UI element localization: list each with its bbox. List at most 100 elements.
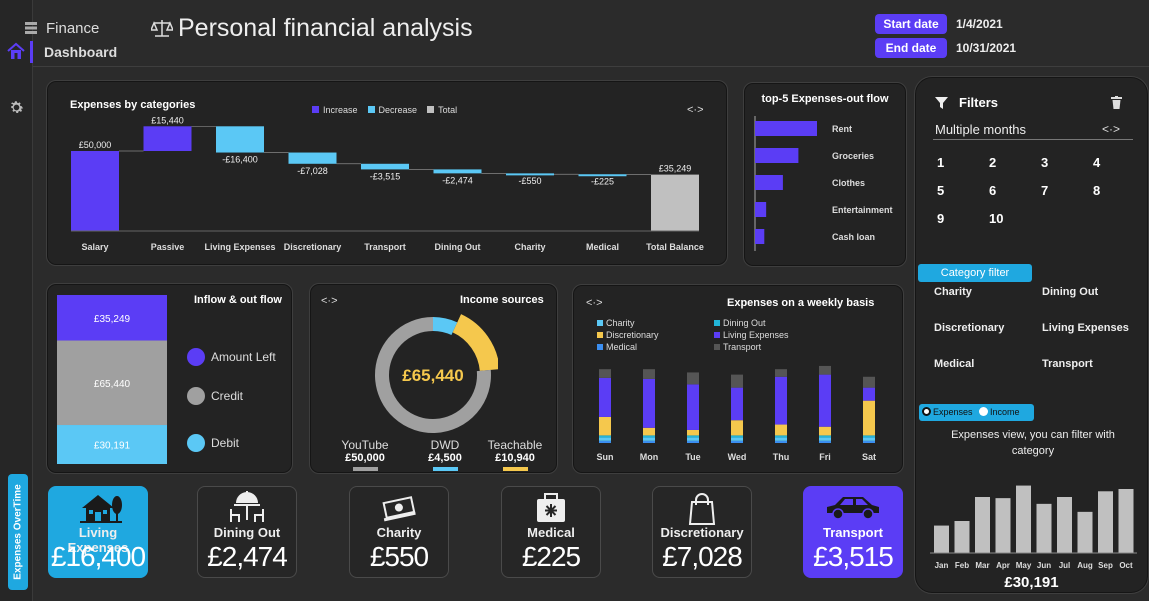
inflow-legend-label: Debit (211, 436, 240, 450)
waterfall-chart: £50,000 Salary £15,440 Passive -£16,400 Livin… (71, 115, 704, 252)
scale-icon (149, 18, 175, 38)
month-1[interactable]: 1 (937, 155, 945, 170)
app-name: Finance (46, 20, 100, 37)
month-5[interactable]: 5 (937, 183, 945, 198)
weekly-segment-transport (775, 369, 787, 377)
income-source-value: £10,940 (495, 452, 535, 464)
weekly-legend-swatch (597, 344, 603, 350)
month-3[interactable]: 3 (1041, 155, 1049, 170)
expand-icon[interactable]: <·> (687, 104, 704, 116)
card-medical-value: £225 (521, 541, 581, 572)
top5-title: top-5 Expenses-out flow (761, 93, 889, 105)
weekly-day-label: Thu (773, 452, 790, 462)
monthly-axis-label: Sep (1098, 561, 1113, 570)
month-7[interactable]: 7 (1041, 183, 1049, 198)
filters-title: Filters (959, 95, 999, 110)
donut-slice-youtube (375, 317, 491, 433)
inflow-chart: £35,249 £65,440 £30,191 (57, 295, 167, 464)
category-filter-tab[interactable]: Category filter (918, 264, 1032, 282)
weekly-expand-icon[interactable]: <·> (586, 297, 603, 309)
waterfall-bar-living-expenses (216, 126, 264, 153)
waterfall-bar-salary (71, 151, 119, 231)
waterfall-data-label: £50,000 (79, 140, 112, 150)
weekly-segment-charity (643, 437, 655, 441)
income-source-teachable: Teachable £10,940 (475, 438, 555, 471)
expenses-overtime-tab[interactable]: Expenses OverTime (8, 474, 28, 590)
monthly-bar-feb (954, 521, 970, 553)
income-source-name: DWD (430, 438, 460, 452)
weekly-legend-swatch (714, 344, 720, 350)
card-living-expenses[interactable]: Living Expenses £16,400 (48, 486, 148, 578)
weekly-day-label: Wed (728, 452, 747, 462)
waterfall-category-label: Dining Out (435, 242, 481, 252)
month-10[interactable]: 10 (989, 211, 1004, 226)
month-8[interactable]: 8 (1093, 183, 1101, 198)
donut-slice-dwd (432, 317, 458, 336)
income-expand-icon[interactable]: <·> (321, 295, 338, 307)
top5-bar (755, 148, 799, 163)
money-icon (350, 491, 448, 525)
waterfall-category-label: Charity (514, 242, 545, 252)
category-living-expenses[interactable]: Living Expenses (1042, 322, 1129, 334)
card-dining-out[interactable]: Dining Out £2,474 (197, 486, 297, 578)
category-dining-out[interactable]: Dining Out (1042, 286, 1099, 298)
category-medical[interactable]: Medical (934, 358, 975, 370)
weekly-segment-dining-out (687, 435, 699, 438)
start-date-value[interactable]: 1/4/2021 (956, 17, 1003, 31)
top5-category-label: Groceries (832, 151, 874, 161)
filters-panel: Filters Multiple months <·> 1 2 3 4 5 6 7 8 9 10 … (914, 76, 1149, 594)
card-transport[interactable]: Transport £3,515 (803, 486, 903, 578)
weekly-segment-living-expenses (819, 374, 831, 427)
month-9[interactable]: 9 (937, 211, 945, 226)
income-source-swatch (432, 467, 458, 471)
weekly-day-label: Tue (685, 452, 700, 462)
card-medical[interactable]: Medical £225 (501, 486, 601, 578)
menu-icon[interactable] (25, 21, 37, 34)
weekly-legend-label: Living Expenses (723, 330, 789, 340)
category-discretionary[interactable]: Discretionary (934, 322, 1005, 334)
weekly-segment-transport (643, 369, 655, 379)
weekly-segment-living-expenses (775, 376, 787, 425)
weekly-segment-medical (643, 440, 655, 443)
filter-icon (935, 96, 948, 109)
weekly-day-label: Sat (862, 452, 876, 462)
waterfall-category-label: Medical (586, 242, 619, 252)
income-source-swatch (502, 467, 528, 471)
weekly-segment-dining-out (819, 435, 831, 438)
toggle-income-radio[interactable] (979, 407, 989, 416)
multi-select-icon[interactable]: <·> (1102, 122, 1121, 136)
clear-filter-icon[interactable] (1111, 96, 1122, 109)
monthly-axis-label: Jul (1059, 561, 1071, 570)
weekly-segment-living-expenses (863, 387, 875, 401)
waterfall-legend: Increase Decrease Total (312, 105, 457, 115)
month-6[interactable]: 6 (989, 183, 997, 198)
income-donut (375, 314, 498, 433)
card-discretionary-label: Discretionary (660, 525, 744, 540)
card-discretionary[interactable]: Discretionary £7,028 (652, 486, 752, 578)
weekly-legend-swatch (597, 320, 603, 326)
month-4[interactable]: 4 (1093, 155, 1101, 170)
weekly-segment-living-expenses (731, 387, 743, 421)
weekly-segment-dining-out (775, 435, 787, 438)
waterfall-bar-dining-out (433, 169, 482, 174)
inflow-legend-dot (187, 387, 205, 405)
card-charity[interactable]: Charity £550 (349, 486, 449, 578)
page-dashboard[interactable]: Dashboard (44, 44, 118, 60)
category-charity[interactable]: Charity (934, 286, 972, 298)
card-living-expenses-label: Living Expenses (67, 525, 129, 555)
card-dining-out-label: Dining Out (213, 525, 281, 540)
home-icon[interactable] (6, 42, 26, 60)
category-transport[interactable]: Transport (1042, 358, 1093, 370)
income-source-youtube: YouTube £50,000 (325, 438, 405, 471)
toggle-expenses-radio[interactable] (922, 407, 931, 416)
weekly-segment-charity (863, 437, 875, 441)
monthly-bar-jun (1036, 503, 1052, 553)
view-toggle[interactable]: Expenses Income (919, 404, 1034, 421)
gear-icon[interactable] (8, 99, 25, 116)
month-2[interactable]: 2 (989, 155, 997, 170)
end-date-value[interactable]: 10/31/2021 (956, 41, 1017, 55)
card-charity-label: Charity (376, 525, 422, 540)
weekly-legend-label: Dining Out (723, 318, 766, 328)
top5-chart: Rent Groceries Clothes Entertainment Cash lo… (754, 116, 893, 251)
waterfall-data-label: -£3,515 (370, 171, 401, 181)
